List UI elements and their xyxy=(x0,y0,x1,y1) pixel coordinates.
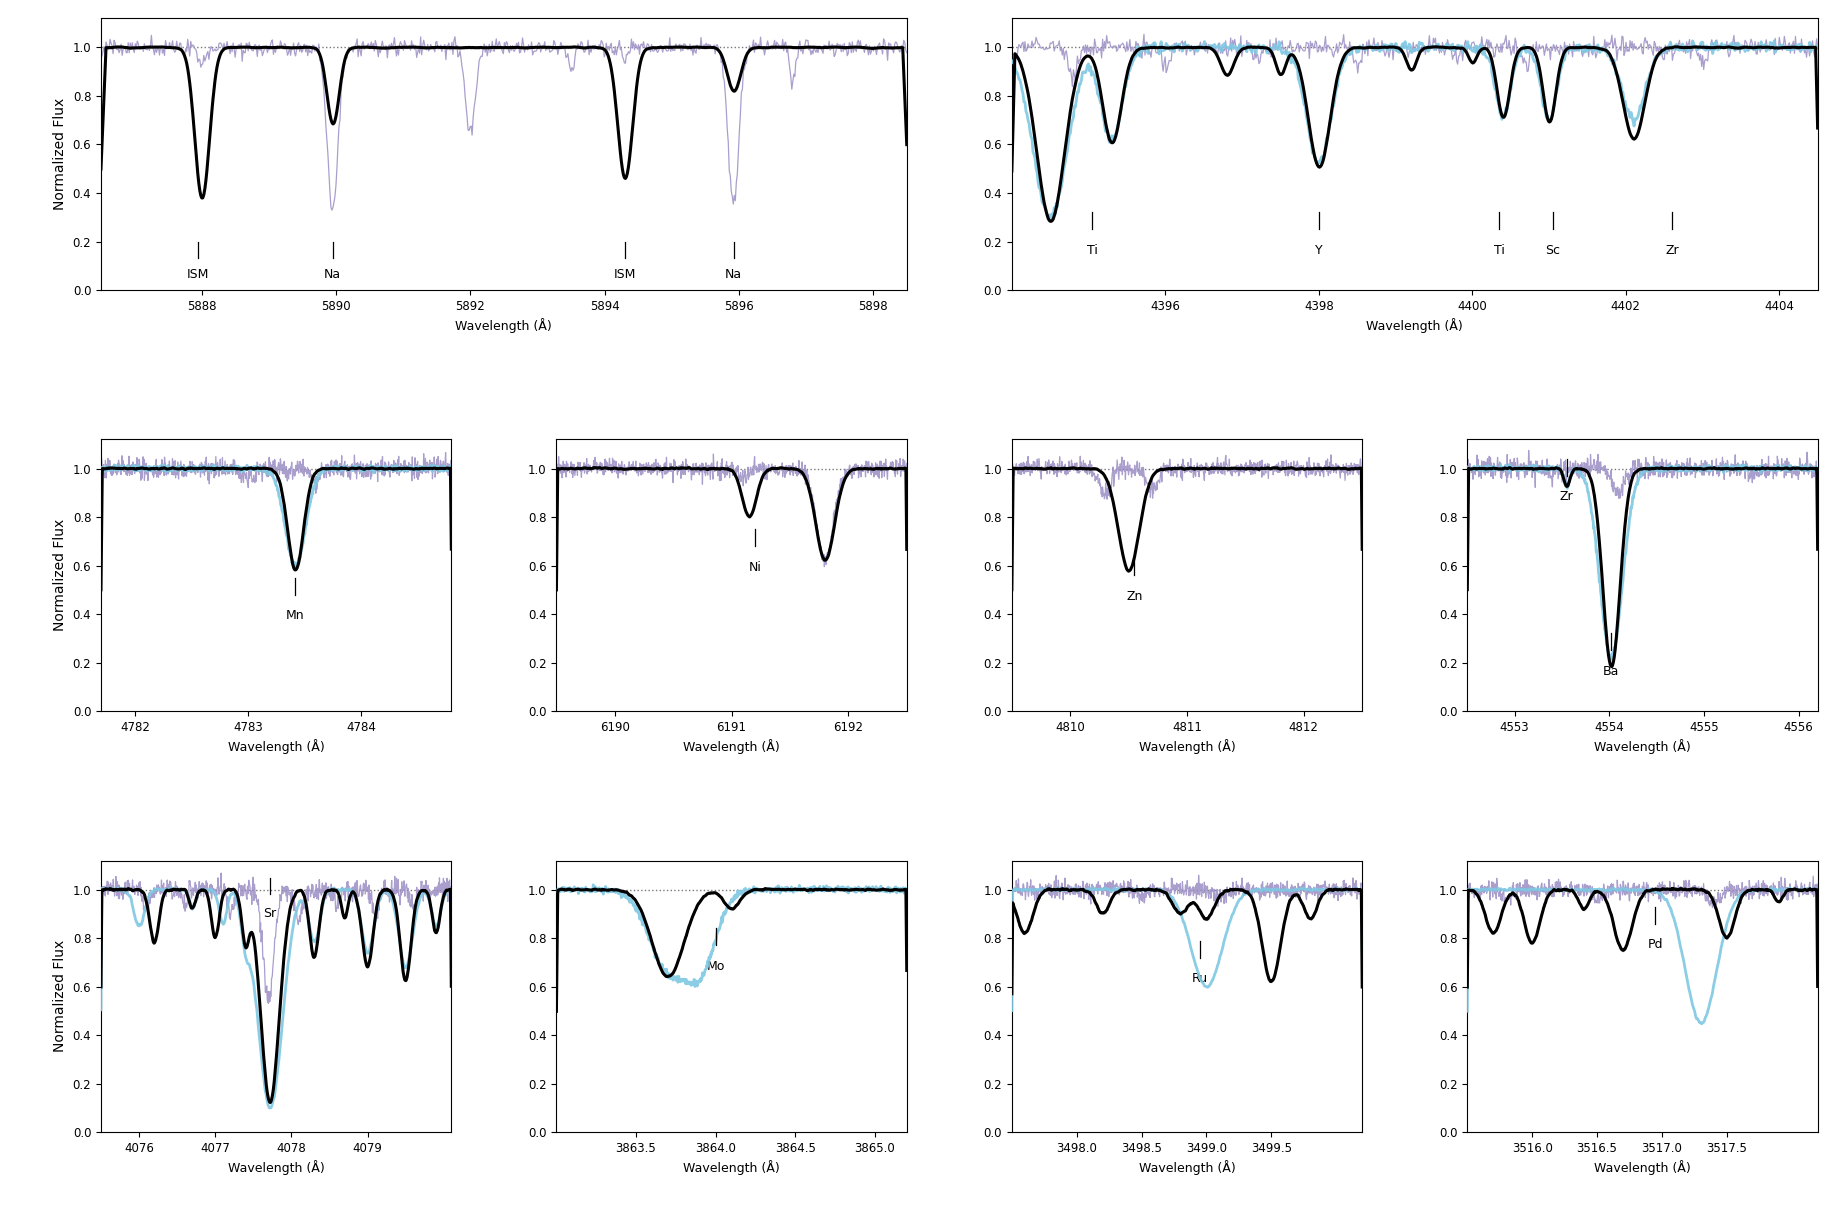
X-axis label: Wavelength (Å): Wavelength (Å) xyxy=(1366,318,1463,333)
X-axis label: Wavelength (Å): Wavelength (Å) xyxy=(1138,739,1236,754)
Text: Mo: Mo xyxy=(707,960,725,973)
Text: Zr: Zr xyxy=(1665,244,1678,257)
Text: Pd: Pd xyxy=(1647,938,1663,951)
Text: Ti: Ti xyxy=(1087,244,1098,257)
Text: Ni: Ni xyxy=(749,561,762,574)
Text: Na: Na xyxy=(725,268,742,282)
X-axis label: Wavelength (Å): Wavelength (Å) xyxy=(683,739,780,754)
Text: Na: Na xyxy=(325,268,341,282)
Text: Ba: Ba xyxy=(1603,665,1619,678)
X-axis label: Wavelength (Å): Wavelength (Å) xyxy=(1594,739,1691,754)
Y-axis label: Normalized Flux: Normalized Flux xyxy=(53,519,68,632)
X-axis label: Wavelength (Å): Wavelength (Å) xyxy=(1594,1160,1691,1175)
Text: Mn: Mn xyxy=(286,610,305,622)
Text: Ti: Ti xyxy=(1495,244,1506,257)
X-axis label: Wavelength (Å): Wavelength (Å) xyxy=(683,1160,780,1175)
Y-axis label: Normalized Flux: Normalized Flux xyxy=(53,98,68,211)
X-axis label: Wavelength (Å): Wavelength (Å) xyxy=(1138,1160,1236,1175)
Text: Y: Y xyxy=(1315,244,1322,257)
Text: Zr: Zr xyxy=(1561,491,1573,503)
Text: Sc: Sc xyxy=(1546,244,1561,257)
X-axis label: Wavelength (Å): Wavelength (Å) xyxy=(228,1160,325,1175)
Text: Ru: Ru xyxy=(1192,972,1208,985)
X-axis label: Wavelength (Å): Wavelength (Å) xyxy=(455,318,553,333)
Text: ISM: ISM xyxy=(613,268,635,282)
Text: Sr: Sr xyxy=(264,907,277,919)
Y-axis label: Normalized Flux: Normalized Flux xyxy=(53,940,68,1053)
Text: Zn: Zn xyxy=(1125,590,1142,603)
X-axis label: Wavelength (Å): Wavelength (Å) xyxy=(228,739,325,754)
Text: ISM: ISM xyxy=(187,268,209,282)
